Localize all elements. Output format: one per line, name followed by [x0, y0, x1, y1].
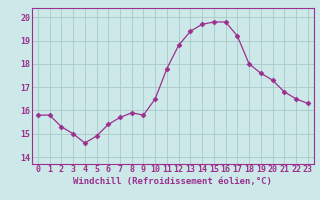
X-axis label: Windchill (Refroidissement éolien,°C): Windchill (Refroidissement éolien,°C): [73, 177, 272, 186]
